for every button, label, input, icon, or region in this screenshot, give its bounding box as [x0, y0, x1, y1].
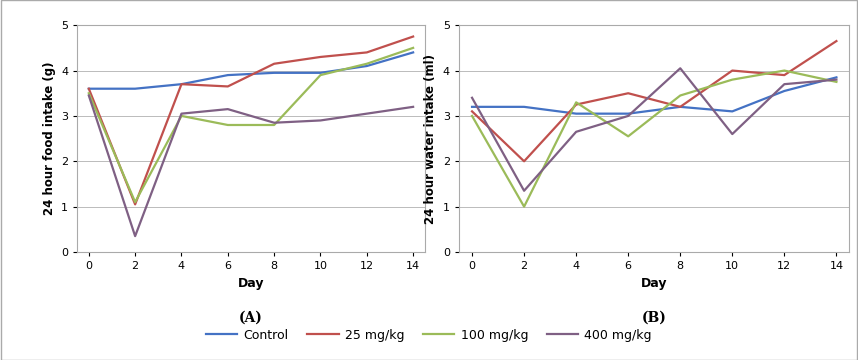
X-axis label: Day: Day: [238, 276, 264, 289]
Text: (A): (A): [239, 311, 263, 325]
Text: (B): (B): [642, 311, 667, 325]
Y-axis label: 24 hour water intake (ml): 24 hour water intake (ml): [425, 54, 438, 224]
Legend: Control, 25 mg/kg, 100 mg/kg, 400 mg/kg: Control, 25 mg/kg, 100 mg/kg, 400 mg/kg: [201, 324, 657, 347]
X-axis label: Day: Day: [641, 276, 668, 289]
Y-axis label: 24 hour food intake (g): 24 hour food intake (g): [43, 62, 56, 215]
